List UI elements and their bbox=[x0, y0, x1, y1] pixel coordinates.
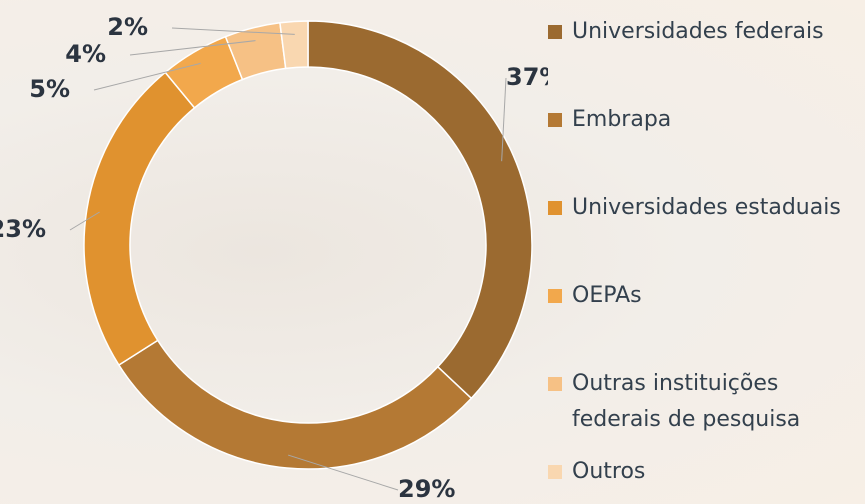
legend-swatch bbox=[548, 377, 562, 391]
donut-slice bbox=[84, 72, 195, 365]
legend-item: OEPAs bbox=[548, 278, 842, 314]
legend-label: Outros bbox=[572, 454, 842, 490]
donut-slice bbox=[280, 21, 308, 68]
legend-label: Universidades federais bbox=[572, 14, 842, 50]
value-label: 4% bbox=[65, 40, 106, 68]
value-label: 23% bbox=[0, 215, 46, 243]
legend-swatch bbox=[548, 289, 562, 303]
chart: 37% 29% 23% 5% 4%2% bbox=[0, 0, 548, 504]
donut-slice bbox=[308, 21, 532, 398]
value-label: 37% bbox=[506, 63, 548, 91]
legend-item: Outros bbox=[548, 454, 842, 490]
legend-swatch bbox=[548, 25, 562, 39]
legend-swatch bbox=[548, 201, 562, 215]
legend-item: Outras instituições federais de pesquisa bbox=[548, 366, 842, 438]
value-label: 2% bbox=[107, 13, 148, 41]
page: 37% 29% 23% 5% 4%2% Universidades federais Em… bbox=[0, 0, 865, 504]
donut-slice bbox=[119, 340, 471, 469]
value-label: 29% bbox=[398, 475, 455, 503]
legend-item: Universidades federais bbox=[548, 14, 842, 50]
legend-swatch bbox=[548, 113, 562, 127]
legend-label: Embrapa bbox=[572, 102, 842, 138]
legend-label: Outras instituições federais de pesquisa bbox=[572, 366, 842, 438]
legend-item: Embrapa bbox=[548, 102, 842, 138]
legend-item: Universidades estaduais bbox=[548, 190, 842, 226]
legend-swatch bbox=[548, 465, 562, 479]
legend-label: Universidades estaduais bbox=[572, 190, 842, 226]
value-label: 5% bbox=[29, 75, 70, 103]
legend-label: OEPAs bbox=[572, 278, 842, 314]
